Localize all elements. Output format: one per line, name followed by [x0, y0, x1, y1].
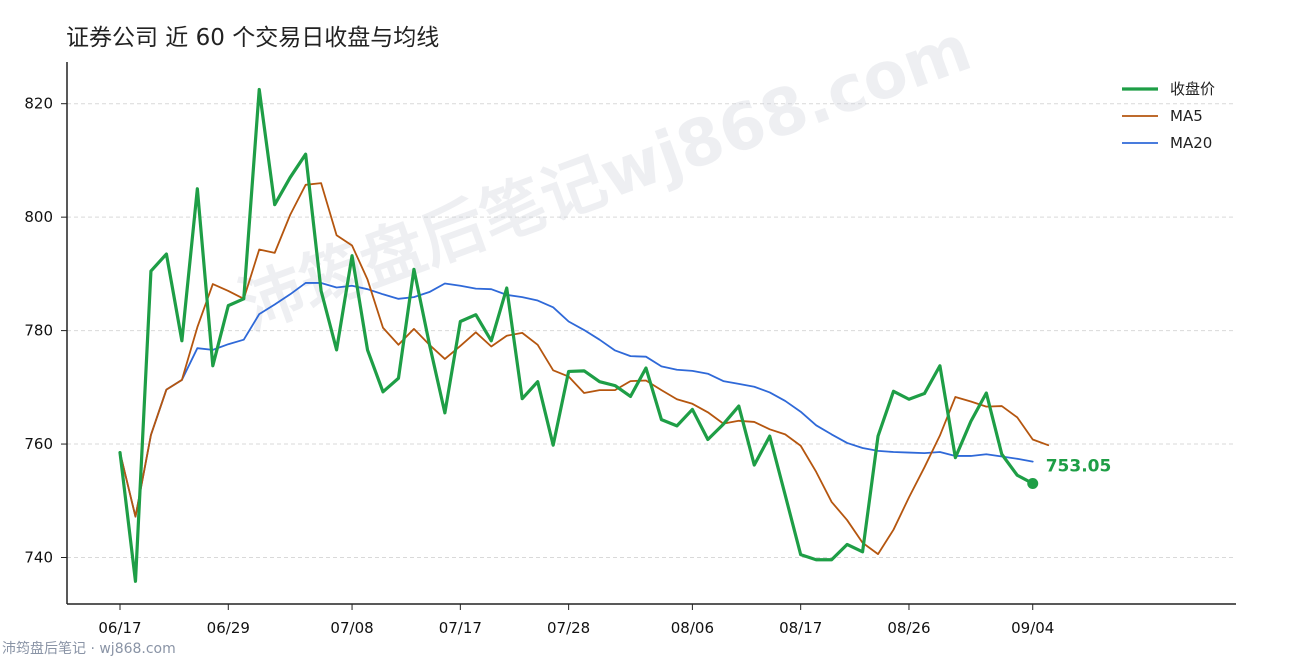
- series-line-ma20: [119, 282, 1034, 518]
- axes: [66, 62, 1236, 605]
- series-line-ma5: [119, 182, 1050, 555]
- x-tick-label: 06/29: [207, 619, 250, 637]
- y-tick-label: 800: [24, 208, 53, 226]
- legend: 收盘价 MA5 MA20: [1122, 80, 1215, 152]
- y-tick-label: 740: [24, 549, 53, 567]
- series-line-close: [118, 87, 1035, 583]
- legend-entry-close-label: 收盘价: [1170, 80, 1215, 98]
- footer-watermark: 沛筠盘后笔记 · wj868.com: [2, 640, 176, 657]
- x-tick-label: 07/17: [439, 619, 482, 637]
- x-tick-label: 07/08: [330, 619, 373, 637]
- watermark-text: 沛筠盘后笔记wj868.com: [230, 12, 980, 345]
- grid-lines: [67, 103, 1236, 558]
- x-tick-label: 07/28: [547, 619, 590, 637]
- x-tick-label: 08/26: [887, 619, 930, 637]
- y-tick-label: 780: [24, 322, 53, 340]
- legend-entry-ma5-label: MA5: [1170, 107, 1203, 125]
- y-axis-ticks: 740 760 780 800 820: [24, 95, 67, 567]
- series-lines: [118, 87, 1050, 583]
- legend-entry-ma20-label: MA20: [1170, 134, 1212, 152]
- x-tick-label: 08/17: [779, 619, 822, 637]
- last-value-label: 753.05: [1046, 456, 1112, 476]
- chart-title: 证券公司 近 60 个交易日收盘与均线: [66, 25, 439, 51]
- y-tick-label: 820: [24, 95, 53, 113]
- watermark: 沛筠盘后笔记wj868.com: [230, 12, 980, 345]
- y-tick-label: 760: [24, 435, 53, 453]
- last-point-dot: [1027, 477, 1039, 489]
- x-tick-label: 06/17: [98, 619, 141, 637]
- x-axis-ticks: 06/17 06/29 07/08 07/17 07/28 08/06 08/17 08/26…: [98, 604, 1054, 637]
- last-point-marker: 753.05: [1027, 456, 1111, 489]
- x-tick-label: 08/06: [671, 619, 714, 637]
- x-tick-label: 09/04: [1011, 619, 1054, 637]
